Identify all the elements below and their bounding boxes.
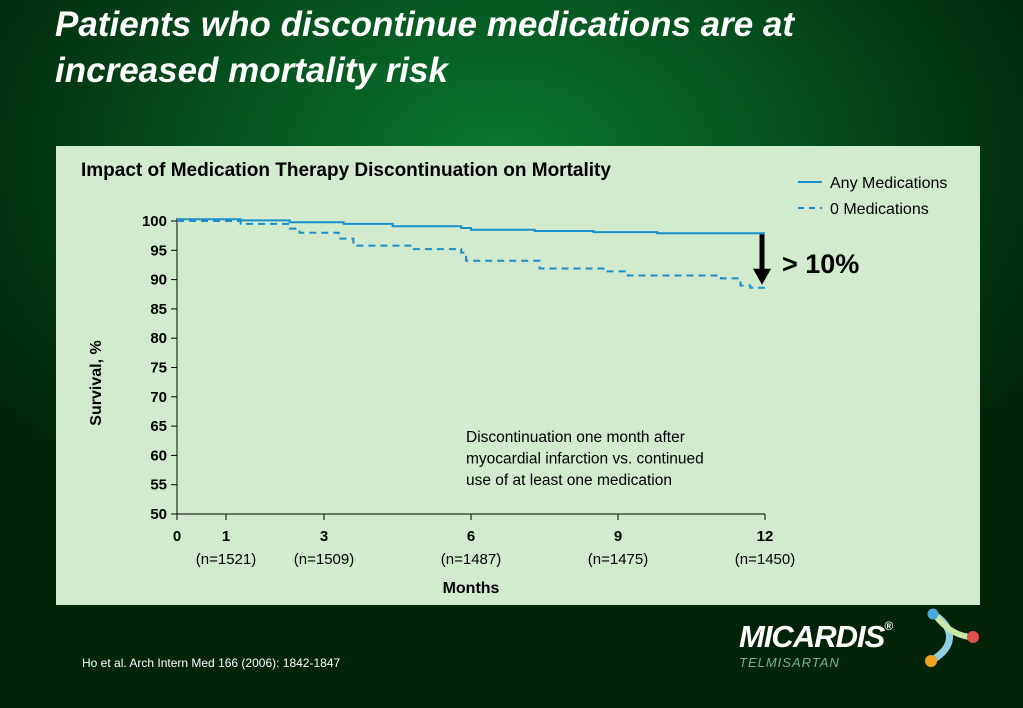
y-tick-label: 50 (150, 506, 167, 523)
x-tick-label: 3 (320, 528, 328, 545)
chart-title: Impact of Medication Therapy Discontinua… (81, 160, 611, 181)
x-tick-label: 6 (467, 528, 475, 545)
y-tick-label: 55 (150, 477, 167, 494)
slide-title: Patients who discontinue medications are… (55, 5, 795, 90)
x-tick-label: 0 (173, 528, 181, 545)
logo-registered-mark: ® (884, 619, 893, 633)
legend-label: 0 Medications (830, 201, 929, 218)
series-layer (177, 218, 765, 289)
series-line-zero-medications (177, 220, 765, 289)
annotation-layer: Discontinuation one month after myocardia… (466, 234, 859, 489)
x-tick-label: 12 (757, 528, 774, 545)
brand-logo: MICARDIS® TELMISARTAN (735, 607, 985, 677)
axes: 50 55 60 65 70 75 80 85 90 95 100 0 1 (n=1521) 3 (n=150… (142, 213, 795, 568)
y-tick-label: 80 (150, 330, 167, 347)
difference-label: > 10% (782, 249, 859, 279)
annotation-text-line: Discontinuation one month after (466, 429, 685, 446)
x-tick-label: 9 (614, 528, 622, 545)
logo-wordmark: MICARDIS® (739, 619, 893, 655)
legend: Any Medications 0 Medications (798, 175, 947, 218)
chart-panel: Impact of Medication Therapy Discontinua… (56, 146, 980, 605)
y-axis-title: Survival, % (88, 340, 105, 425)
citation: Ho et al. Arch Intern Med 166 (2006): 18… (82, 656, 341, 670)
series-line-any-medications (177, 218, 765, 235)
x-tick-sample-size: (n=1475) (588, 551, 648, 568)
y-tick-label: 75 (150, 360, 167, 377)
y-tick-label: 85 (150, 301, 167, 318)
y-tick-label: 95 (150, 242, 167, 259)
y-tick-label: 100 (142, 213, 167, 230)
survival-chart: Impact of Medication Therapy Discontinua… (81, 160, 947, 597)
y-tick-label: 90 (150, 272, 167, 289)
x-axis-title: Months (443, 580, 500, 597)
y-tick-label: 70 (150, 389, 167, 406)
x-tick-sample-size: (n=1487) (441, 551, 501, 568)
x-tick-sample-size: (n=1450) (735, 551, 795, 568)
y-tick-label: 65 (150, 418, 167, 435)
logo-subtitle: TELMISARTAN (739, 655, 840, 670)
logo-molecule-icon (925, 608, 979, 667)
logo-name: MICARDIS (739, 619, 885, 654)
annotation-text-line: use of at least one medication (466, 472, 672, 489)
difference-arrowhead (753, 268, 771, 285)
x-tick-label: 1 (222, 528, 230, 545)
annotation-text-line: myocardial infarction vs. continued (466, 451, 704, 468)
x-tick-sample-size: (n=1509) (294, 551, 354, 568)
y-tick-label: 60 (150, 447, 167, 464)
legend-label: Any Medications (830, 175, 947, 192)
x-tick-sample-size: (n=1521) (196, 551, 256, 568)
